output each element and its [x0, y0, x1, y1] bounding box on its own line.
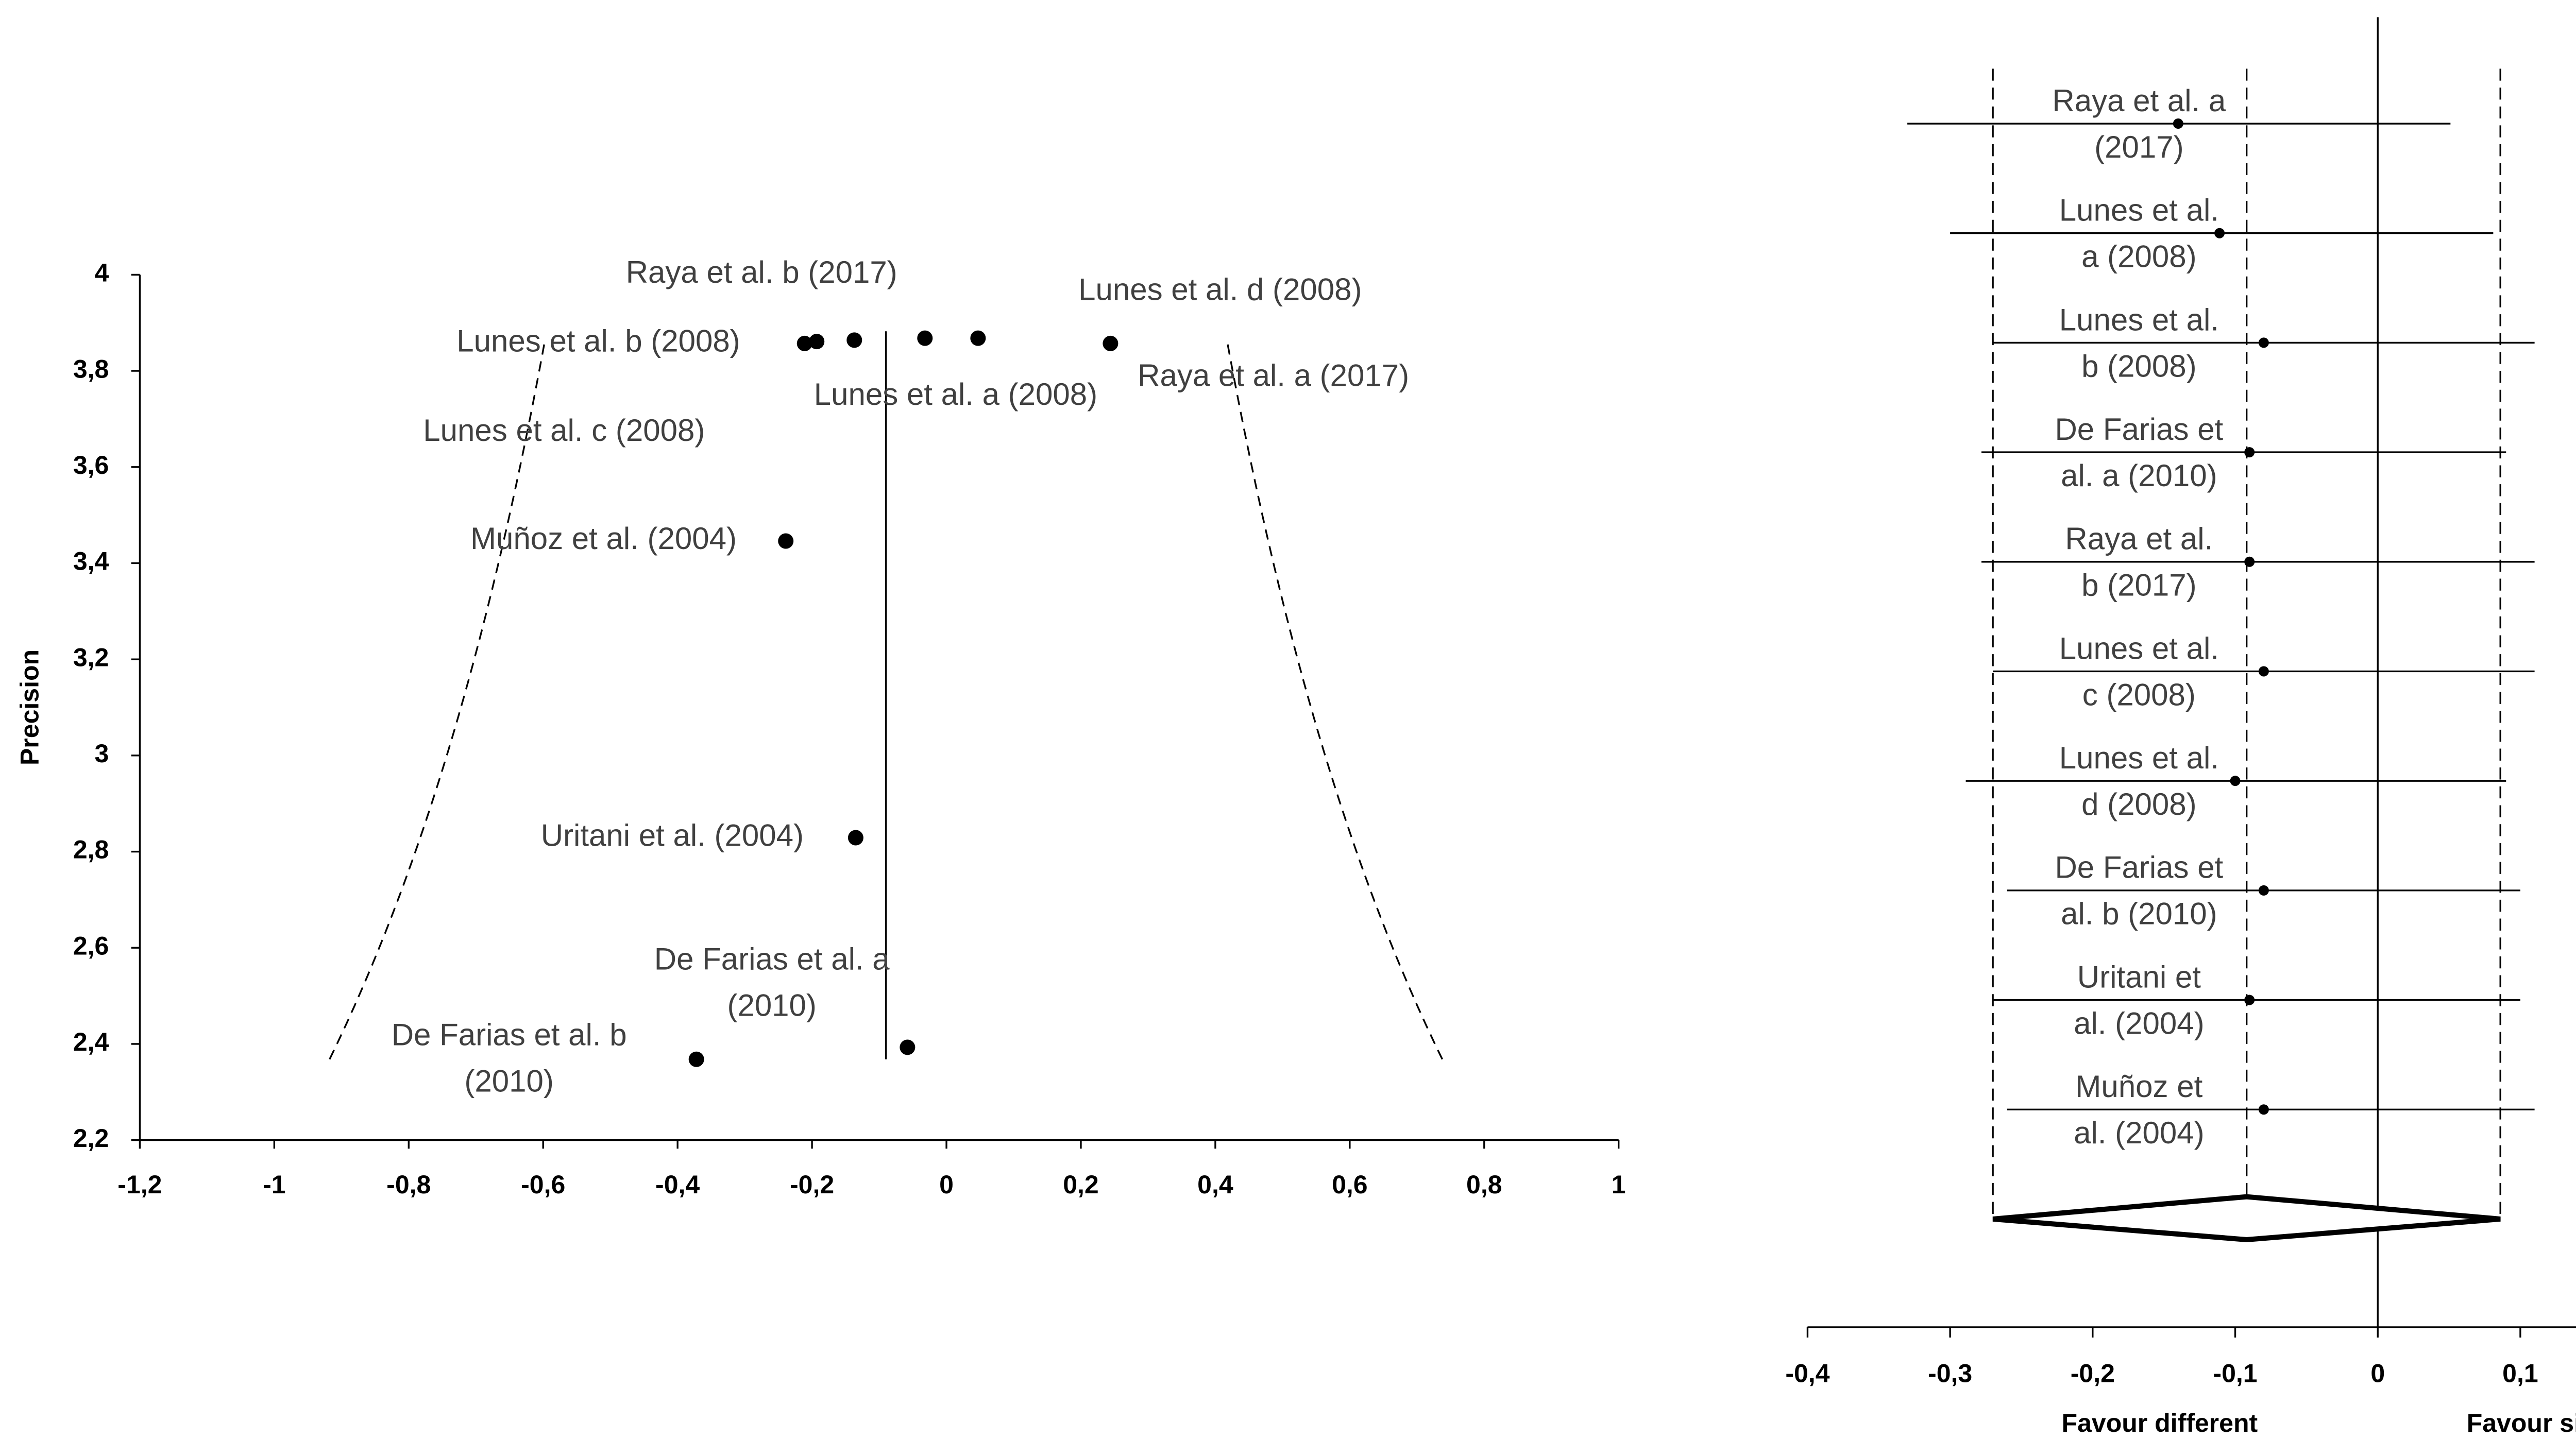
x-tick-label: 0 [2370, 1359, 2385, 1388]
x-tick-label: -0,8 [386, 1170, 431, 1199]
point [778, 533, 794, 549]
study-label: De Farias et [2055, 412, 2223, 447]
point [2244, 447, 2255, 458]
point [846, 332, 862, 348]
study-label: (2017) [2094, 130, 2183, 164]
point [809, 334, 825, 350]
study-label: c (2008) [2082, 677, 2196, 712]
point [688, 1051, 704, 1067]
annotation: Raya et al. a (2017) [1138, 358, 1409, 392]
annotation: Lunes et al. c (2008) [423, 413, 705, 448]
x-tick-label: -1 [263, 1170, 285, 1199]
x-tick-label: 1 [1612, 1170, 1626, 1199]
annotation: Raya et al. b (2017) [626, 255, 897, 289]
study-label: Lunes et al. [2059, 302, 2219, 337]
annotation: Lunes et al. d (2008) [1078, 272, 1362, 307]
x-tick-label: 0,6 [1332, 1170, 1368, 1199]
study-label: al. (2004) [2074, 1006, 2204, 1040]
point [2258, 337, 2269, 348]
point [2258, 1104, 2269, 1115]
point [970, 330, 986, 346]
x-tick-label: -0,2 [790, 1170, 834, 1199]
study-label: al. b (2010) [2061, 897, 2217, 931]
annotation: Uritani et al. (2004) [541, 818, 804, 853]
x-right-label: Favour similar [2467, 1409, 2576, 1437]
x-tick-label: -0,6 [521, 1170, 565, 1199]
x-tick-label: -0,4 [655, 1170, 700, 1199]
study-label: Raya et al. a [2052, 83, 2226, 118]
y-tick-label: 3,6 [73, 451, 109, 479]
y-tick-label: 2,6 [73, 931, 109, 960]
study-label: Uritani et [2077, 960, 2201, 994]
y-tick-label: 2,4 [73, 1027, 109, 1056]
funnel-limit [329, 338, 547, 1060]
study-label: Lunes et al. [2059, 193, 2219, 228]
point [2230, 776, 2241, 786]
point [2244, 556, 2255, 567]
annotation: Muñoz et al. (2004) [470, 521, 737, 556]
pooled-diamond [1992, 1194, 2501, 1242]
point [796, 335, 812, 351]
y-tick-label: 3,2 [73, 643, 109, 672]
y-tick-label: 3,8 [73, 354, 109, 383]
point [1103, 335, 1118, 351]
x-tick-label: 0 [939, 1170, 954, 1199]
x-tick-label: -0,1 [2213, 1359, 2257, 1388]
study-label: Lunes et al. [2059, 631, 2219, 665]
study-label: b (2008) [2081, 349, 2196, 383]
point [2258, 885, 2269, 896]
x-tick-label: -1,2 [117, 1170, 162, 1199]
study-label: al. (2004) [2074, 1116, 2204, 1150]
annotation: Lunes et al. a (2008) [814, 377, 1097, 412]
annotation: De Farias et al. a [654, 942, 890, 977]
annotation: De Farias et al. b [392, 1017, 627, 1052]
y-tick-label: 3 [95, 739, 109, 768]
y-tick-label: 2,2 [73, 1124, 109, 1153]
funnel-limit [1226, 338, 1444, 1060]
point [2214, 228, 2225, 238]
x-tick-label: 0,1 [2502, 1359, 2538, 1388]
x-tick-label: 0,2 [1063, 1170, 1099, 1199]
x-tick-label: -0,4 [1785, 1359, 1829, 1388]
point [2258, 666, 2269, 677]
annotation: (2010) [727, 988, 816, 1023]
study-label: Raya et al. [2065, 522, 2213, 556]
study-label: al. a (2010) [2061, 458, 2217, 493]
y-axis-title: Precision [15, 649, 44, 765]
study-label: b (2017) [2081, 568, 2196, 603]
study-label: d (2008) [2081, 787, 2196, 821]
x-left-label: Favour different [2062, 1409, 2258, 1437]
annotation: (2010) [464, 1064, 553, 1098]
point [2244, 995, 2255, 1005]
y-tick-label: 4 [95, 259, 109, 287]
y-tick-label: 2,8 [73, 835, 109, 864]
study-label: De Farias et [2055, 850, 2223, 885]
x-tick-label: -0,2 [2071, 1359, 2115, 1388]
point [848, 830, 863, 846]
point [900, 1039, 916, 1055]
point [2173, 118, 2183, 129]
study-label: Lunes et al. [2059, 741, 2219, 775]
annotation: Lunes et al. b (2008) [456, 324, 740, 358]
y-tick-label: 3,4 [73, 547, 109, 576]
x-tick-label: 0,4 [1197, 1170, 1233, 1199]
x-tick-label: -0,3 [1928, 1359, 1972, 1388]
x-tick-label: 0,8 [1466, 1170, 1502, 1199]
study-label: Muñoz et [2075, 1069, 2202, 1104]
study-label: a (2008) [2081, 239, 2196, 274]
point [917, 330, 933, 346]
